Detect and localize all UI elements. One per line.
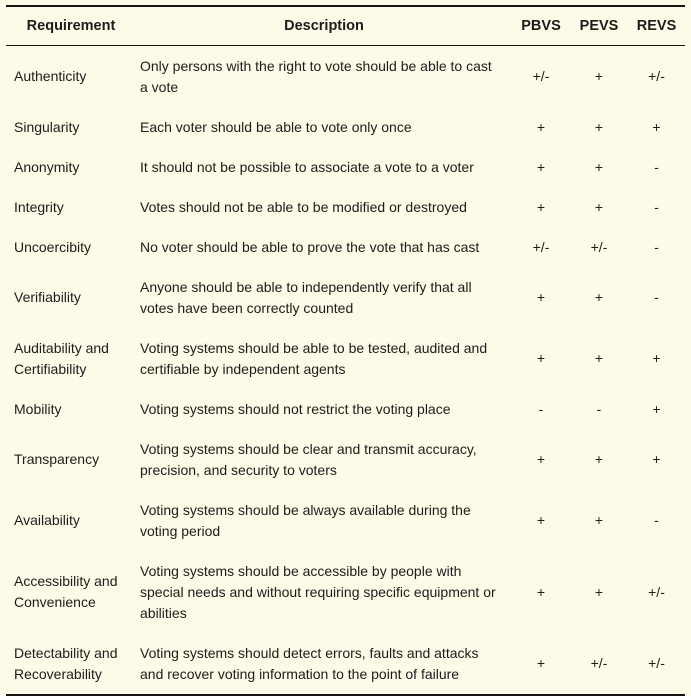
table-row: Auditability and Certifiability Voting s…: [6, 328, 685, 389]
requirement-cell: Anonymity: [14, 158, 80, 175]
header-revs: REVS: [636, 18, 677, 34]
pbvs-rating: +: [536, 118, 546, 135]
requirement-cell: Singularity: [14, 118, 80, 135]
pbvs-rating: +: [536, 289, 546, 305]
description-cell: Only persons with the right to vote shou…: [140, 57, 492, 95]
description-cell: Voting systems should be clear and trans…: [140, 440, 477, 478]
pevs-rating: +: [594, 68, 604, 84]
pevs-rating: +: [594, 118, 604, 135]
revs-rating: +/-: [648, 655, 665, 671]
table-header-row: Requirement Description PBVS PEVS REVS: [6, 7, 685, 46]
revs-rating: -: [654, 238, 659, 255]
table-row: Mobility Voting systems should not restr…: [6, 389, 685, 429]
header-requirement: Requirement: [26, 18, 116, 34]
table-row: Integrity Votes should not be able to be…: [6, 187, 685, 227]
requirement-cell: Uncoercibity: [14, 238, 92, 255]
revs-rating: -: [654, 158, 659, 175]
description-cell: Votes should not be able to be modified …: [140, 198, 467, 215]
requirement-cell: Transparency: [14, 451, 100, 467]
requirement-cell: Detectability and Recoverability: [14, 644, 118, 682]
description-cell: Voting systems should be always availabl…: [140, 501, 471, 539]
description-cell: Voting systems should be accessible by p…: [140, 562, 496, 621]
pevs-rating: +: [594, 158, 604, 175]
table-row: Singularity Each voter should be able to…: [6, 107, 685, 147]
revs-rating: +: [652, 350, 661, 366]
table-row: Uncoercibity No voter should be able to …: [6, 227, 685, 267]
pbvs-rating: +: [536, 158, 546, 175]
description-cell: No voter should be able to prove the vot…: [140, 238, 480, 255]
pevs-rating: +: [594, 451, 604, 467]
description-cell: It should not be possible to associate a…: [140, 158, 474, 175]
description-cell: Anyone should be able to independently v…: [140, 278, 472, 316]
pbvs-rating: +: [536, 350, 546, 366]
table-row: Accessibility and Convenience Voting sys…: [6, 551, 685, 633]
table-row: Transparency Voting systems should be cl…: [6, 429, 685, 490]
revs-rating: +: [652, 118, 661, 135]
pbvs-rating: -: [538, 400, 544, 417]
description-cell: Voting systems should be able to be test…: [140, 339, 488, 377]
pbvs-rating: +/-: [532, 238, 550, 255]
pevs-rating: +/-: [590, 238, 608, 255]
revs-rating: +: [652, 451, 661, 467]
requirements-table: Requirement Description PBVS PEVS REVS A…: [6, 5, 685, 696]
revs-rating: +/-: [648, 583, 665, 600]
table-row: Verifiability Anyone should be able to i…: [6, 267, 685, 328]
pevs-rating: +: [594, 198, 604, 215]
pbvs-rating: +: [536, 512, 546, 528]
pevs-rating: +/-: [590, 655, 608, 671]
requirement-cell: Availability: [14, 512, 80, 528]
requirement-cell: Auditability and Certifiability: [14, 339, 109, 377]
table-row: Authenticity Only persons with the right…: [6, 46, 685, 107]
revs-rating: -: [654, 512, 659, 528]
pevs-rating: +: [594, 583, 604, 600]
pbvs-rating: +: [536, 198, 546, 215]
requirement-cell: Mobility: [14, 400, 62, 417]
requirement-cell: Integrity: [14, 198, 64, 215]
pbvs-rating: +: [536, 583, 546, 600]
requirement-cell: Authenticity: [14, 68, 87, 84]
pevs-rating: -: [596, 400, 602, 417]
pevs-rating: +: [594, 289, 604, 305]
table-row: Availability Voting systems should be al…: [6, 490, 685, 551]
revs-rating: -: [654, 289, 659, 305]
table-row: Anonymity It should not be possible to a…: [6, 147, 685, 187]
description-cell: Voting systems should detect errors, fau…: [140, 644, 479, 682]
description-cell: Voting systems should not restrict the v…: [140, 400, 451, 417]
pbvs-rating: +: [536, 451, 546, 467]
pbvs-rating: +/-: [532, 68, 550, 84]
requirement-cell: Verifiability: [14, 289, 81, 305]
pevs-rating: +: [594, 350, 604, 366]
header-pbvs: PBVS: [521, 18, 561, 34]
header-description: Description: [284, 18, 364, 34]
description-cell: Each voter should be able to vote only o…: [140, 118, 412, 135]
requirement-cell: Accessibility and Convenience: [14, 573, 118, 610]
revs-rating: -: [654, 198, 659, 215]
header-pevs: PEVS: [579, 18, 619, 34]
table-row: Detectability and Recoverability Voting …: [6, 633, 685, 694]
revs-rating: +/-: [648, 68, 665, 84]
pbvs-rating: +: [536, 655, 546, 671]
pevs-rating: +: [594, 512, 604, 528]
revs-rating: +: [652, 400, 661, 417]
